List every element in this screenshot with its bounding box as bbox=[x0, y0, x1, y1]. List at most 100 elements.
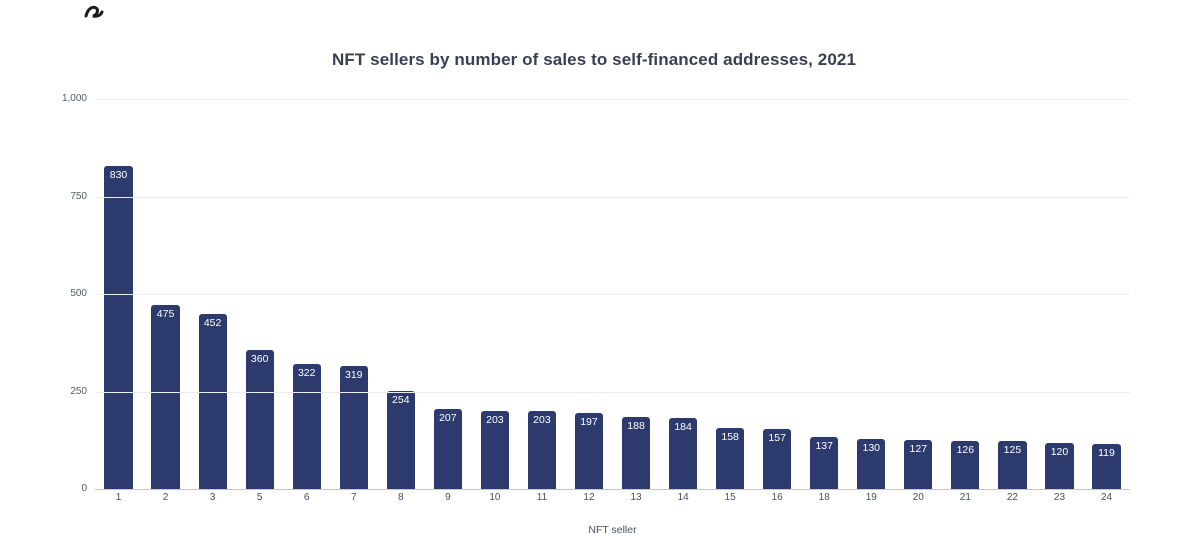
bar-slot: 188 bbox=[613, 100, 660, 490]
bar: 125 bbox=[998, 441, 1027, 490]
bar-value-label: 119 bbox=[1098, 446, 1115, 459]
x-slot: 3 bbox=[189, 492, 236, 510]
bar-slot: 120 bbox=[1036, 100, 1083, 490]
bar: 184 bbox=[668, 418, 698, 490]
x-axis-tick-label: 3 bbox=[209, 492, 216, 503]
bar: 127 bbox=[904, 440, 933, 490]
bar-slot: 322 bbox=[283, 100, 330, 490]
x-axis-tick-label: 23 bbox=[1053, 492, 1066, 503]
x-axis-labels: 1 2 3 5 6 7 8 9 10 11 12 13 14 15 16 18 19 20 21 22 23 24 bbox=[95, 492, 1130, 510]
bar: 137 bbox=[810, 436, 839, 490]
x-axis-tick-label: 6 bbox=[303, 492, 310, 503]
bar: 322 bbox=[292, 364, 321, 490]
corner-artifact-mark bbox=[84, 5, 104, 18]
x-slot: 13 bbox=[613, 492, 660, 510]
plot-area: 830 475 452 360 322 319 254 207 203 203 197 188 184 1… bbox=[62, 93, 1130, 494]
y-axis-tick-label: 750 bbox=[70, 190, 87, 202]
bar-value-label: 158 bbox=[721, 431, 739, 444]
x-slot: 20 bbox=[895, 492, 942, 510]
bar-value-label: 125 bbox=[1003, 444, 1022, 457]
bar-value-label: 452 bbox=[203, 316, 222, 329]
x-axis-tick-label: 12 bbox=[583, 492, 595, 503]
x-slot: 19 bbox=[848, 492, 895, 510]
bar-slot: 207 bbox=[424, 100, 471, 490]
bar-slot: 158 bbox=[707, 100, 754, 490]
bar-slot: 203 bbox=[471, 100, 518, 490]
bar-slot: 184 bbox=[660, 100, 707, 490]
x-slot: 15 bbox=[707, 492, 754, 510]
y-axis-tick-label: 1,000 bbox=[61, 93, 87, 104]
bar-value-label: 360 bbox=[250, 352, 269, 365]
x-slot: 16 bbox=[754, 492, 801, 510]
bar-slot: 119 bbox=[1083, 100, 1130, 490]
x-slot: 11 bbox=[518, 492, 565, 510]
bar-value-label: 203 bbox=[533, 413, 551, 426]
bar: 203 bbox=[527, 410, 557, 490]
bar-slot: 126 bbox=[942, 100, 989, 490]
x-axis-tick-label: 9 bbox=[445, 492, 451, 503]
bar: 120 bbox=[1045, 443, 1074, 490]
bar-value-label: 120 bbox=[1050, 446, 1069, 459]
chart-title: NFT sellers by number of sales to self-f… bbox=[331, 50, 857, 69]
y-axis-tick-label: 500 bbox=[70, 288, 87, 299]
gridline: 1,000 bbox=[62, 93, 1130, 104]
bar: 130 bbox=[857, 439, 886, 490]
bar-slot: 319 bbox=[330, 100, 377, 490]
bar-value-label: 475 bbox=[156, 307, 175, 320]
x-axis-tick-label: 10 bbox=[489, 492, 501, 503]
x-axis-tick-label: 8 bbox=[398, 492, 404, 503]
x-axis-tick-label: 14 bbox=[677, 492, 689, 503]
x-axis-tick-label: 5 bbox=[256, 492, 263, 503]
x-slot: 12 bbox=[565, 492, 612, 510]
bar: 319 bbox=[339, 365, 368, 490]
bar-slot: 452 bbox=[189, 100, 236, 490]
bar: 254 bbox=[386, 390, 415, 490]
x-axis-tick-label: 20 bbox=[912, 492, 924, 503]
y-axis-tick-label: 0 bbox=[81, 483, 87, 494]
bar-value-label: 137 bbox=[815, 439, 833, 452]
bar-value-label: 157 bbox=[768, 431, 786, 444]
x-axis-tick-label: 15 bbox=[724, 492, 736, 503]
bar: 452 bbox=[198, 313, 227, 490]
x-slot: 21 bbox=[942, 492, 989, 510]
bar-value-label: 322 bbox=[297, 367, 316, 380]
x-axis-tick-label: 24 bbox=[1100, 492, 1113, 503]
bar-slot: 127 bbox=[895, 100, 942, 490]
bar-value-label: 254 bbox=[392, 393, 410, 406]
bar: 475 bbox=[151, 304, 180, 490]
bar-slot: 475 bbox=[142, 100, 189, 490]
x-slot: 9 bbox=[424, 492, 471, 510]
x-axis-title: NFT seller bbox=[588, 524, 637, 536]
x-slot: 7 bbox=[330, 492, 377, 510]
bar-value-label: 126 bbox=[956, 443, 975, 456]
x-slot: 8 bbox=[377, 492, 424, 510]
x-slot: 14 bbox=[660, 492, 707, 510]
x-axis-tick-label: 1 bbox=[115, 492, 122, 503]
bar-value-label: 184 bbox=[674, 421, 692, 434]
bar-slot: 254 bbox=[377, 100, 424, 490]
bar: 126 bbox=[951, 440, 980, 490]
x-axis-tick-label: 18 bbox=[818, 492, 830, 503]
bar-value-label: 197 bbox=[580, 416, 598, 429]
x-axis-tick-label: 21 bbox=[959, 492, 971, 503]
bar-value-label: 127 bbox=[909, 443, 928, 456]
bar: 188 bbox=[621, 416, 651, 490]
bar: 360 bbox=[245, 349, 274, 490]
x-slot: 24 bbox=[1083, 492, 1130, 510]
bars: 830 475 452 360 322 319 254 207 203 203 197 188 184 1… bbox=[95, 100, 1130, 490]
y-axis-tick-label: 250 bbox=[70, 385, 87, 397]
bar-slot: 197 bbox=[565, 100, 612, 490]
x-slot: 2 bbox=[142, 492, 189, 510]
bar-slot: 360 bbox=[236, 100, 283, 490]
x-slot: 22 bbox=[989, 492, 1036, 510]
bar-value-label: 830 bbox=[109, 169, 128, 182]
x-axis-tick-label: 22 bbox=[1006, 492, 1018, 503]
x-slot: 6 bbox=[283, 492, 330, 510]
bar-slot: 203 bbox=[518, 100, 565, 490]
x-slot: 5 bbox=[236, 492, 283, 510]
gridline: 250 bbox=[70, 386, 1130, 397]
bar: 830 bbox=[104, 166, 133, 490]
bar: 203 bbox=[480, 410, 509, 490]
gridline: 750 bbox=[70, 191, 1130, 202]
x-axis-tick-label: 2 bbox=[162, 492, 169, 503]
